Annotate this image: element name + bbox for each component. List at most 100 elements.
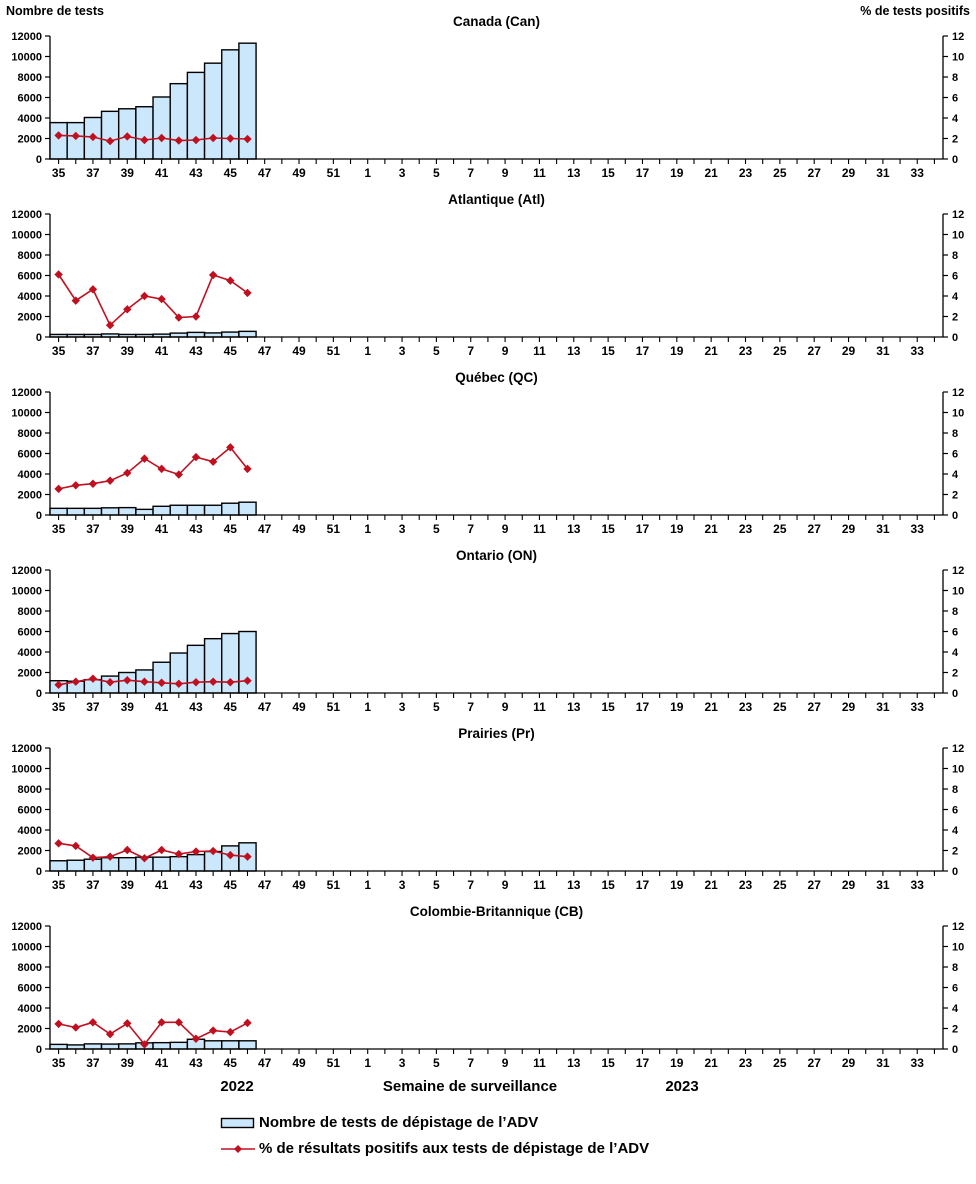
pct-point-diamond <box>123 675 132 685</box>
bar <box>135 106 154 160</box>
x-tick-label: 41 <box>155 878 169 892</box>
bar <box>238 330 257 338</box>
x-tick-label: 5 <box>433 878 440 892</box>
x-tick-label: 19 <box>670 166 684 180</box>
pct-point-diamond <box>88 285 98 294</box>
y-left-tick-label: 4000 <box>18 291 42 303</box>
x-tick-label: 17 <box>636 166 650 180</box>
y-left-tick-label: 6000 <box>18 805 42 817</box>
x-tick-label: 3 <box>399 700 406 714</box>
x-tick-label: 3 <box>399 166 406 180</box>
y-left-tick-label: 10000 <box>11 764 42 776</box>
x-tick-label: 11 <box>533 344 546 358</box>
y-right-tick-label: 0 <box>952 688 958 700</box>
pct-point-diamond <box>54 131 63 140</box>
legend-item-pct-positive: % de résultats positifs aux tests de dép… <box>220 1140 976 1157</box>
x-tick-label: 21 <box>704 344 718 358</box>
x-tick-label: 45 <box>224 166 238 180</box>
pct-point-diamond <box>157 464 166 474</box>
y-left-tick-label: 6000 <box>18 271 42 283</box>
y-left-tick-label: 0 <box>36 510 42 522</box>
x-tick-label: 3 <box>399 522 406 536</box>
bar-swatch-icon <box>220 1117 255 1128</box>
pct-point-diamond <box>88 479 98 488</box>
pct-point-diamond <box>226 1027 235 1037</box>
x-tick-label: 19 <box>670 878 684 892</box>
adv-surveillance-chart: Nombre de tests % de tests positifs Cana… <box>0 4 976 1157</box>
panel-title: Atlantique (Atl) <box>448 192 545 207</box>
x-tick-label: 45 <box>224 344 238 358</box>
x-tick-label: 33 <box>911 1056 925 1070</box>
x-tick-label: 47 <box>258 166 272 180</box>
year-label-2023: 2023 <box>665 1078 699 1095</box>
pct-point-diamond <box>208 1026 218 1035</box>
x-tick-label: 11 <box>533 878 546 892</box>
y-right-tick-label: 10 <box>952 230 964 242</box>
panel-title: Colombie-Britannique (CB) <box>410 904 583 919</box>
x-tick-label: 29 <box>842 1056 856 1070</box>
x-axis-footer: 2022 Semaine de surveillance 2023 <box>0 1074 976 1104</box>
x-tick-label: 49 <box>292 522 306 536</box>
y-right-tick-label: 8 <box>952 962 958 974</box>
x-tick-label: 25 <box>773 166 787 180</box>
y-left-tick-label: 6000 <box>18 627 42 639</box>
pct-point-diamond <box>71 296 80 305</box>
x-tick-label: 9 <box>502 700 509 714</box>
bar-series <box>49 1038 257 1050</box>
x-tick-label: 17 <box>636 878 650 892</box>
y-right-tick-label: 12 <box>952 921 964 933</box>
y-left-tick-label: 10000 <box>11 230 42 242</box>
panel-title: Canada (Can) <box>453 14 540 29</box>
panel-colombie-britannique: Colombie-Britannique (CB) 0 0 2000 2 4000 4 600… <box>11 904 964 1070</box>
y-right-tick-label: 10 <box>952 52 964 64</box>
x-tick-label: 7 <box>467 878 474 892</box>
x-tick-label: 41 <box>155 166 169 180</box>
x-tick-label: 25 <box>773 878 787 892</box>
x-tick-label: 35 <box>52 700 66 714</box>
year-label-2022: 2022 <box>220 1078 254 1095</box>
x-tick-label: 39 <box>121 344 135 358</box>
x-tick-label: 31 <box>876 1056 890 1070</box>
y-right-tick-label: 12 <box>952 209 964 221</box>
y-left-tick-label: 4000 <box>18 469 42 481</box>
pct-point-diamond <box>123 845 132 855</box>
y-left-tick-label: 4000 <box>18 113 42 125</box>
bar <box>221 331 240 338</box>
x-tick-label: 45 <box>224 1056 238 1070</box>
x-tick-label: 15 <box>601 878 615 892</box>
pct-point-diamond <box>174 136 183 145</box>
bar <box>186 504 206 516</box>
x-tick-label: 31 <box>876 522 890 536</box>
y-left-tick-label: 8000 <box>18 72 42 84</box>
x-tick-label: 15 <box>601 344 615 358</box>
x-tick-label: 7 <box>467 166 474 180</box>
x-tick-label: 5 <box>433 700 440 714</box>
x-tick-label: 39 <box>121 166 135 180</box>
x-tick-label: 5 <box>433 522 440 536</box>
x-tick-label: 47 <box>258 878 272 892</box>
y-left-tick-label: 6000 <box>18 983 42 995</box>
bar <box>117 856 137 872</box>
pct-point-diamond <box>174 470 183 479</box>
pct-point-diamond <box>174 679 183 688</box>
pct-point-diamond <box>226 443 235 452</box>
x-tick-label: 15 <box>601 700 615 714</box>
x-tick-label: 21 <box>704 522 718 536</box>
x-tick-label: 27 <box>808 344 822 358</box>
x-tick-label: 37 <box>86 522 100 536</box>
y-left-tick-label: 0 <box>36 332 42 344</box>
x-tick-label: 41 <box>155 344 169 358</box>
x-tick-label: 35 <box>52 878 66 892</box>
pct-point-diamond <box>174 1018 183 1027</box>
x-tick-label: 29 <box>842 700 856 714</box>
x-tick-label: 41 <box>155 1056 169 1070</box>
y-right-tick-label: 2 <box>952 668 958 680</box>
x-tick-label: 29 <box>842 522 856 536</box>
x-tick-label: 23 <box>739 344 753 358</box>
y-right-tick-label: 12 <box>952 743 964 755</box>
x-tick-label: 11 <box>533 522 546 536</box>
y-right-tick-label: 6 <box>952 805 958 817</box>
x-tick-label: 1 <box>364 700 371 714</box>
y-left-tick-label: 8000 <box>18 962 42 974</box>
bar <box>169 1041 189 1050</box>
